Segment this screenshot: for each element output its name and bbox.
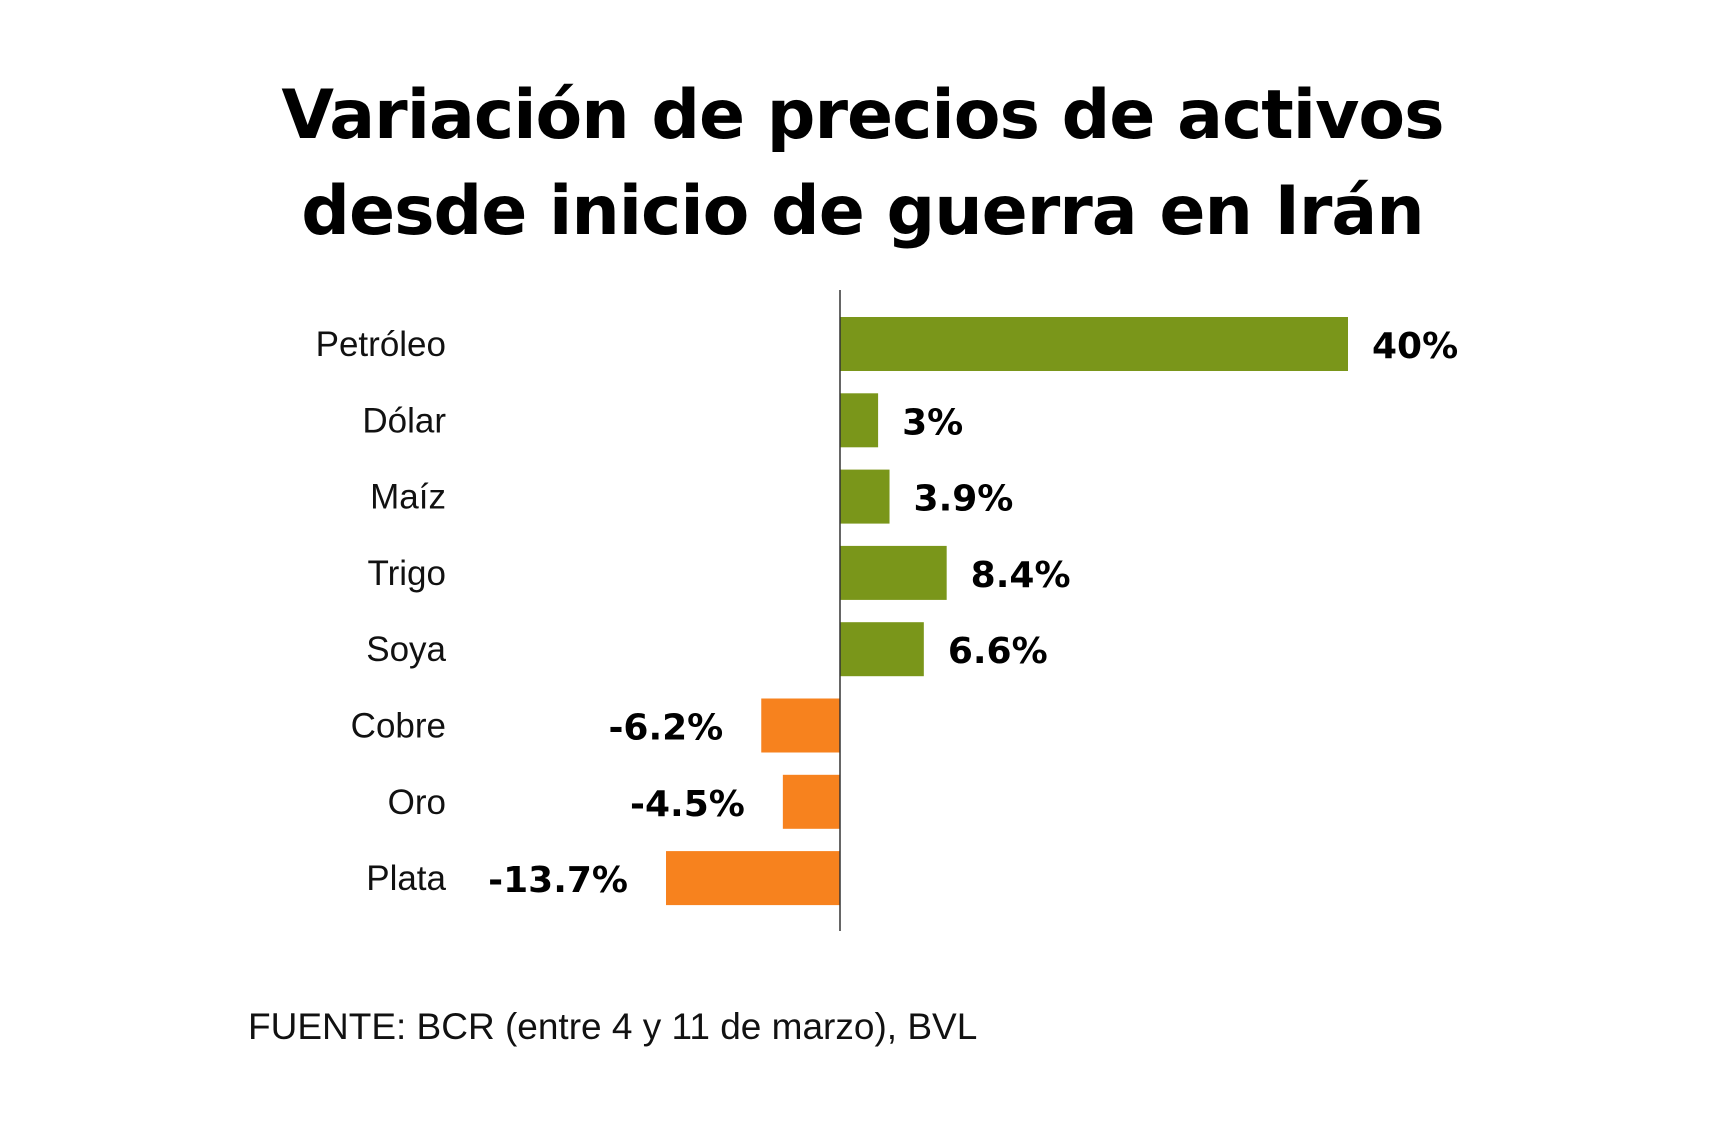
- bar-1: [840, 393, 879, 448]
- source-note: FUENTE: BCR (entre 4 y 11 de marzo), BVL: [248, 1006, 978, 1047]
- title-line-1: Variación de precios de activos: [281, 76, 1444, 155]
- bar-5: [761, 698, 840, 753]
- data-label: -4.5%: [630, 784, 745, 825]
- data-label: 3%: [902, 402, 963, 443]
- category-label: Soya: [366, 630, 446, 669]
- data-label: 8.4%: [971, 555, 1071, 596]
- data-label: 6.6%: [948, 631, 1048, 672]
- chart-title: Variación de precios de activos desde in…: [0, 68, 1725, 260]
- data-label: 3.9%: [914, 479, 1014, 520]
- data-label: 40%: [1372, 326, 1458, 367]
- category-label: Cobre: [351, 707, 446, 746]
- category-label: Oro: [388, 783, 446, 822]
- bar-2: [840, 469, 890, 524]
- bar-6: [782, 774, 840, 829]
- category-label: Petróleo: [316, 325, 446, 364]
- category-label: Maíz: [370, 478, 446, 517]
- bar-0: [840, 317, 1348, 371]
- bar-3: [840, 545, 947, 600]
- bar-4: [840, 622, 924, 677]
- title-line-2: desde inicio de guerra en Irán: [301, 172, 1424, 251]
- category-label: Trigo: [368, 554, 446, 593]
- data-label: -6.2%: [608, 708, 723, 749]
- category-label: Dólar: [362, 401, 446, 440]
- bar-7: [666, 851, 840, 906]
- category-label: Plata: [366, 859, 446, 898]
- data-label: -13.7%: [488, 860, 628, 901]
